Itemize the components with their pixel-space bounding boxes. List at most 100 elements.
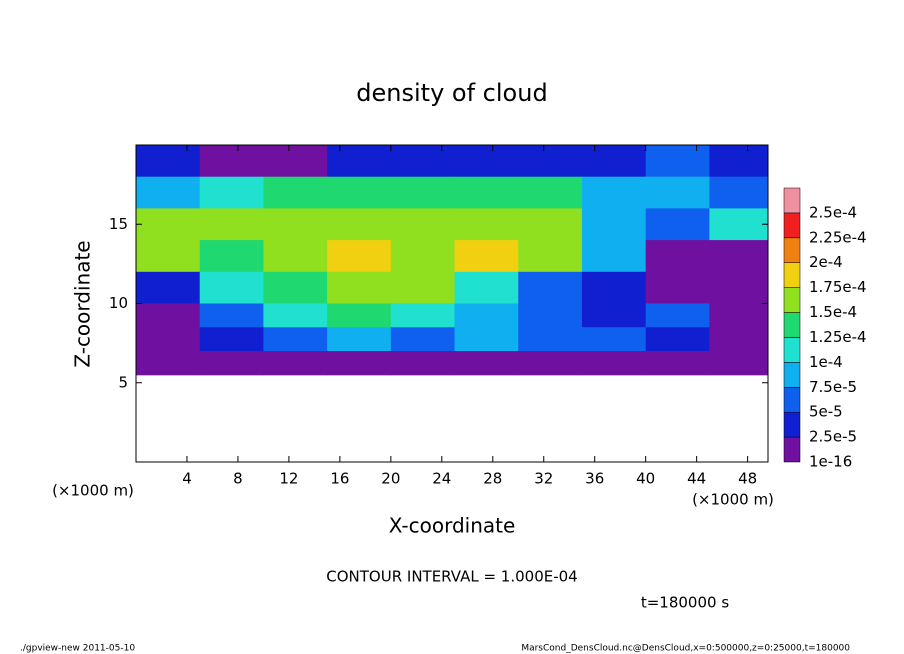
time-note: t=180000 s <box>641 594 729 612</box>
colorbar-box <box>783 262 801 288</box>
colorbar-box <box>783 436 801 463</box>
field-cell <box>518 145 583 178</box>
field-cell <box>518 176 583 209</box>
field-cell <box>454 176 519 209</box>
y-tick-label: 10 <box>109 294 128 312</box>
footer-right: MarsCond_DensCloud.nc@DensCloud,x=0:5000… <box>521 644 850 654</box>
field-cell <box>263 240 328 273</box>
field-cell <box>709 327 768 352</box>
field-cell <box>518 271 583 304</box>
colorbar-box <box>783 337 801 363</box>
field-cell <box>709 271 768 304</box>
field-cell <box>709 240 768 273</box>
field-cell <box>136 351 201 376</box>
field-cell <box>645 351 710 376</box>
field-cell <box>199 351 264 376</box>
x-tick-label: 44 <box>687 470 706 488</box>
field-cell <box>199 176 264 209</box>
field-cell <box>709 303 768 328</box>
x-tick-label: 48 <box>738 470 757 488</box>
field-cell <box>390 240 456 273</box>
field-cell <box>518 303 583 328</box>
colorbar-label: 1e-16 <box>809 453 852 471</box>
x-tick-label: 12 <box>279 470 298 488</box>
field-cell <box>645 208 710 241</box>
field-cell <box>390 271 456 304</box>
field-cell <box>327 145 392 178</box>
y-tick-label: 5 <box>118 373 128 391</box>
field-cell <box>581 271 647 304</box>
field-cell <box>136 271 201 304</box>
field-cell <box>454 208 519 241</box>
footer-left: ./gpview-new 2011-05-10 <box>20 644 135 654</box>
field-cell <box>709 351 768 376</box>
field-cell <box>136 303 201 328</box>
x-tick-label: 16 <box>330 470 349 488</box>
colorbar-label: 7.5e-5 <box>809 378 857 396</box>
colorbar-label: 2.5e-4 <box>809 203 857 221</box>
field-cell <box>136 176 201 209</box>
x-tick-label: 36 <box>585 470 604 488</box>
field-cell <box>199 327 264 352</box>
colorbar-label: 2.25e-4 <box>809 228 867 246</box>
field-cell <box>645 327 710 352</box>
field-cell <box>645 176 710 209</box>
field-cell <box>327 240 392 273</box>
field-cell <box>136 240 201 273</box>
x-tick-label: 24 <box>432 470 451 488</box>
field-cell <box>327 303 392 328</box>
field-cell <box>327 327 392 352</box>
colorbar-box <box>783 212 801 239</box>
field-cell <box>581 327 647 352</box>
x-tick-label: 40 <box>636 470 655 488</box>
field-cell <box>390 145 456 178</box>
field-cell <box>263 327 328 352</box>
field-cell <box>263 145 328 178</box>
colorbar-box <box>783 287 801 313</box>
chart-title: density of cloud <box>356 79 547 107</box>
field-cell <box>454 327 519 352</box>
field-cell <box>263 351 328 376</box>
colorbar-label: 2e-4 <box>809 253 843 271</box>
field-cell <box>390 303 456 328</box>
field-cell <box>327 351 392 376</box>
field-cell <box>390 351 456 376</box>
field-cell <box>454 145 519 178</box>
field-cell <box>581 351 647 376</box>
field-cell <box>581 303 647 328</box>
field-cell <box>581 240 647 273</box>
field-cell <box>390 176 456 209</box>
x-unit: (×1000 m) <box>692 491 774 509</box>
field-cell <box>518 240 583 273</box>
field-cell <box>645 271 710 304</box>
colorbar-label: 2.5e-5 <box>809 428 857 446</box>
field-cell <box>454 303 519 328</box>
x-tick-label: 28 <box>483 470 502 488</box>
field-cell <box>199 208 264 241</box>
field-cell <box>518 351 583 376</box>
field-cell <box>709 176 768 209</box>
field-cell <box>136 145 201 178</box>
x-tick-label: 32 <box>534 470 553 488</box>
field-cell <box>390 208 456 241</box>
y-tick-label: 15 <box>109 215 128 233</box>
field-cell <box>327 176 392 209</box>
colorbar-box <box>783 411 801 438</box>
field-cell <box>136 327 201 352</box>
field-cell <box>709 145 768 178</box>
colorbar-label: 5e-5 <box>809 403 843 421</box>
field-cell <box>263 176 328 209</box>
field-cell <box>645 240 710 273</box>
field-cell <box>263 271 328 304</box>
field-cell <box>390 327 456 352</box>
field-cell <box>518 327 583 352</box>
field-cell <box>263 208 328 241</box>
colorbar-label: 1.25e-4 <box>809 328 867 346</box>
x-tick-label: 20 <box>381 470 400 488</box>
colorbar-box <box>783 387 801 413</box>
field-cell <box>645 145 710 178</box>
field-cell <box>199 240 264 273</box>
x-tick-label: 8 <box>233 470 243 488</box>
colorbar-box <box>783 312 801 338</box>
y-axis-label: Z-coordinate <box>71 240 95 367</box>
